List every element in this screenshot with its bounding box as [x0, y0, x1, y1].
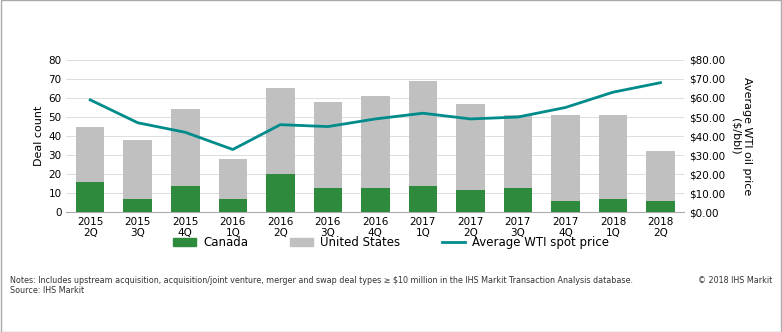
- Bar: [456, 104, 485, 190]
- Bar: [266, 88, 295, 174]
- Bar: [218, 199, 247, 212]
- Bar: [76, 182, 105, 212]
- Bar: [409, 81, 437, 186]
- Bar: [171, 109, 199, 186]
- Y-axis label: Average WTI oil price
($/bbl): Average WTI oil price ($/bbl): [731, 77, 752, 195]
- Bar: [646, 201, 675, 212]
- Bar: [124, 140, 152, 199]
- Text: © 2018 IHS Markit: © 2018 IHS Markit: [698, 276, 772, 285]
- Bar: [409, 186, 437, 212]
- Text: North America quarterly deal count and average WTI spot price: North America quarterly deal count and a…: [10, 21, 510, 35]
- Bar: [504, 115, 533, 188]
- Bar: [646, 151, 675, 201]
- Bar: [171, 186, 199, 212]
- Bar: [504, 188, 533, 212]
- Y-axis label: Deal count: Deal count: [34, 106, 45, 166]
- Bar: [551, 115, 579, 201]
- Text: Notes: Includes upstream acquisition, acquisition/joint venture, merger and swap: Notes: Includes upstream acquisition, ac…: [10, 276, 633, 295]
- Bar: [599, 115, 627, 199]
- Bar: [314, 188, 342, 212]
- Bar: [456, 190, 485, 212]
- Bar: [76, 126, 105, 182]
- Bar: [361, 96, 389, 188]
- Bar: [314, 102, 342, 188]
- Bar: [218, 159, 247, 199]
- Legend: Canada, United States, Average WTI spot price: Canada, United States, Average WTI spot …: [173, 236, 609, 249]
- Bar: [599, 199, 627, 212]
- Bar: [361, 188, 389, 212]
- Bar: [551, 201, 579, 212]
- Bar: [124, 199, 152, 212]
- Bar: [266, 174, 295, 212]
